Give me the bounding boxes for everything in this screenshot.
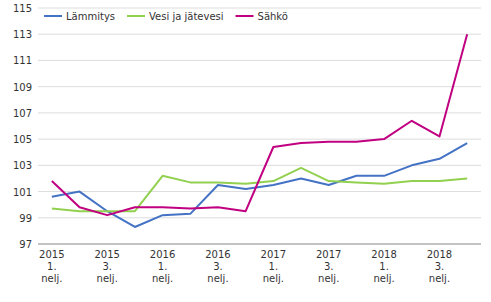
y-tick-label: 99 <box>19 213 32 224</box>
x-tick-label-line: 3. <box>324 261 334 272</box>
x-tick-label-line: 2016 <box>205 249 230 260</box>
grid-line <box>38 86 481 87</box>
grid-line <box>38 139 481 140</box>
legend-label: Sähkö <box>258 11 288 22</box>
series-line <box>52 168 467 211</box>
x-tick-label-line: 2017 <box>261 249 286 260</box>
y-tick-label: 97 <box>19 239 32 250</box>
grid-line <box>38 217 481 218</box>
y-tick-label: 109 <box>13 82 32 93</box>
x-axis-line <box>38 244 481 245</box>
x-tick-label-line: nelj. <box>97 273 118 284</box>
x-tick-label: 20181.nelj. <box>371 249 396 284</box>
x-tick-label-line: 3. <box>102 261 112 272</box>
x-tick-label-line: 3. <box>213 261 223 272</box>
series-line <box>52 34 467 215</box>
x-tick-label: 20153.nelj. <box>94 249 119 284</box>
x-tick-label: 20151.nelj. <box>39 249 64 284</box>
y-tick-label: 107 <box>13 108 32 119</box>
x-tick-label: 20161.nelj. <box>150 249 175 284</box>
x-tick-label-line: 2015 <box>39 249 64 260</box>
grid-line <box>38 191 481 192</box>
x-tick-label-line: 1. <box>158 261 168 272</box>
y-tick-label: 103 <box>13 160 32 171</box>
grid-line <box>38 112 481 113</box>
x-tick-label-line: 2016 <box>150 249 175 260</box>
x-tick-label: 20183.nelj. <box>427 249 452 284</box>
x-tick-label-line: 2017 <box>316 249 341 260</box>
legend-label: Vesi ja jätevesi <box>149 11 224 22</box>
x-tick-label: 20171.nelj. <box>261 249 286 284</box>
x-tick-label-line: 2015 <box>94 249 119 260</box>
y-tick-label: 101 <box>13 187 32 198</box>
y-tick-label: 105 <box>13 134 32 145</box>
grid-line <box>38 34 481 35</box>
x-tick-label: 20173.nelj. <box>316 249 341 284</box>
legend-swatch <box>44 15 62 17</box>
legend-swatch <box>127 15 145 17</box>
x-tick-label-line: 1. <box>269 261 279 272</box>
x-tick-label: 20163.nelj. <box>205 249 230 284</box>
grid-line <box>38 244 481 245</box>
grid-line <box>38 8 481 9</box>
x-tick-label-line: nelj. <box>429 273 450 284</box>
grid-line <box>38 60 481 61</box>
x-tick-label-line: nelj. <box>263 273 284 284</box>
x-tick-label-line: nelj. <box>152 273 173 284</box>
x-tick-label-line: 1. <box>379 261 389 272</box>
x-tick-label-line: nelj. <box>207 273 228 284</box>
x-tick-label-line: nelj. <box>318 273 339 284</box>
series-line <box>52 143 467 227</box>
grid <box>38 8 481 244</box>
x-tick-label-line: 3. <box>435 261 445 272</box>
x-tick-label-line: nelj. <box>41 273 62 284</box>
x-tick-label-line: 1. <box>47 261 57 272</box>
y-tick-label: 113 <box>13 29 32 40</box>
chart: 979910110310510710911111311520151.nelj.2… <box>0 0 491 302</box>
x-tick-label-line: 2018 <box>371 249 396 260</box>
legend: Lämmitys Vesi ja jätevesi Sähkö <box>44 11 288 22</box>
y-tick-label: 115 <box>13 3 32 14</box>
x-tick-label-line: 2018 <box>427 249 452 260</box>
y-tick-label: 111 <box>13 55 32 66</box>
plot-area <box>52 34 467 227</box>
legend-swatch <box>236 15 254 17</box>
x-tick-label-line: nelj. <box>373 273 394 284</box>
legend-label: Lämmitys <box>66 11 115 22</box>
